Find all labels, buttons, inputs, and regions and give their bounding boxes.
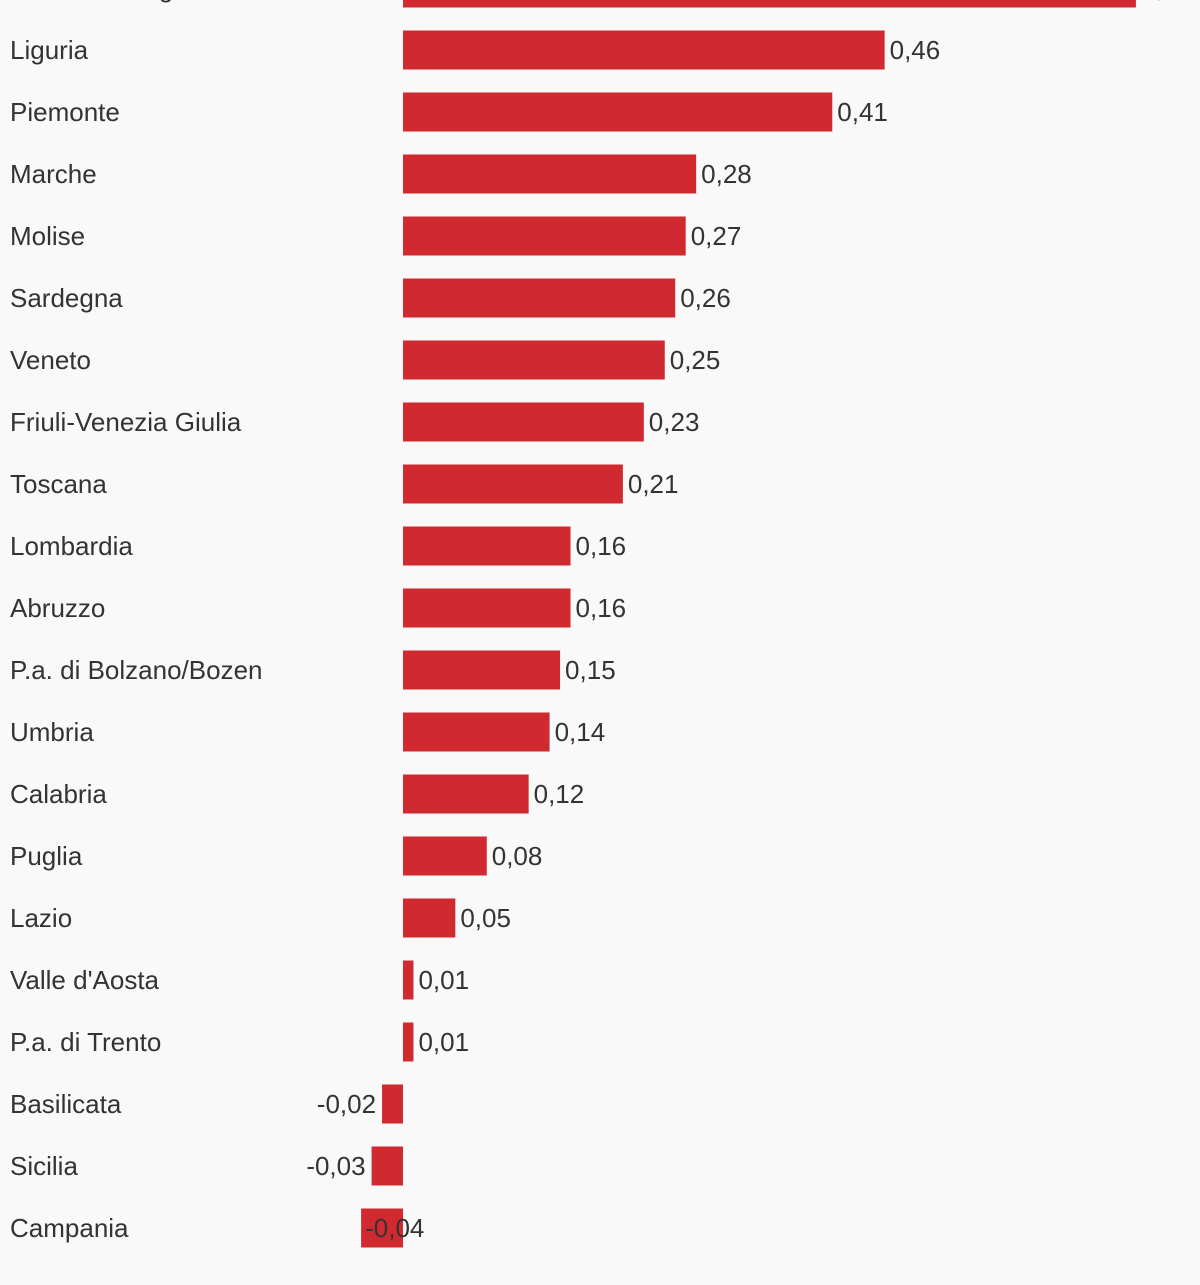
bar <box>403 278 676 318</box>
value-label: -0,03 <box>306 1151 365 1181</box>
bar <box>403 216 686 256</box>
category-label: Calabria <box>10 779 107 809</box>
value-label: 0,46 <box>890 35 941 65</box>
category-label: Valle d'Aosta <box>10 965 160 995</box>
category-label: Campania <box>10 1213 129 1243</box>
category-label: Piemonte <box>10 97 120 127</box>
category-label: Lombardia <box>10 531 133 561</box>
category-label: Liguria <box>10 35 89 65</box>
bar <box>403 30 885 70</box>
category-label: P.a. di Bolzano/Bozen <box>10 655 262 685</box>
bar <box>403 836 487 876</box>
bar <box>403 526 571 566</box>
category-label: Sicilia <box>10 1151 78 1181</box>
category-label: Basilicata <box>10 1089 122 1119</box>
value-label: 0,15 <box>565 655 616 685</box>
category-label: Emilia-Romagna <box>10 0 203 3</box>
category-label: Marche <box>10 159 97 189</box>
bar <box>403 960 414 1000</box>
value-label: 0,01 <box>418 1027 469 1057</box>
category-label: Molise <box>10 221 85 251</box>
category-label: Friuli-Venezia Giulia <box>10 407 242 437</box>
bar <box>403 154 697 194</box>
value-label: 0,25 <box>670 345 721 375</box>
category-label: Lazio <box>10 903 72 933</box>
value-label: 0,16 <box>576 531 627 561</box>
bar <box>403 92 833 132</box>
value-label: 0,70 <box>1141 0 1192 3</box>
category-label: Abruzzo <box>10 593 105 623</box>
bar <box>361 1208 403 1248</box>
bar <box>403 464 623 504</box>
value-label: 0,12 <box>534 779 585 809</box>
bar <box>403 0 1136 8</box>
value-label: 0,05 <box>460 903 511 933</box>
value-label: 0,23 <box>649 407 700 437</box>
bar <box>403 588 571 628</box>
bar <box>403 898 456 938</box>
category-label: Sardegna <box>10 283 123 313</box>
bar <box>403 402 644 442</box>
bar <box>403 774 529 814</box>
category-label: P.a. di Trento <box>10 1027 161 1057</box>
value-label: 0,41 <box>837 97 888 127</box>
value-label: 0,21 <box>628 469 679 499</box>
value-label: 0,26 <box>680 283 731 313</box>
category-label: Veneto <box>10 345 91 375</box>
category-label: Puglia <box>10 841 83 871</box>
bar <box>403 712 550 752</box>
bar <box>403 340 665 380</box>
bar <box>403 650 561 690</box>
value-label: 0,08 <box>492 841 543 871</box>
bar <box>382 1084 403 1124</box>
bar <box>403 1022 414 1062</box>
category-label: Umbria <box>10 717 94 747</box>
bar <box>371 1146 403 1186</box>
value-label: 0,14 <box>555 717 606 747</box>
category-label: Toscana <box>10 469 107 499</box>
value-label: 0,28 <box>701 159 752 189</box>
value-label: 0,27 <box>691 221 742 251</box>
value-label: -0,04 <box>365 1213 424 1243</box>
value-label: -0,02 <box>317 1089 376 1119</box>
value-label: 0,01 <box>418 965 469 995</box>
value-label: 0,16 <box>576 593 627 623</box>
